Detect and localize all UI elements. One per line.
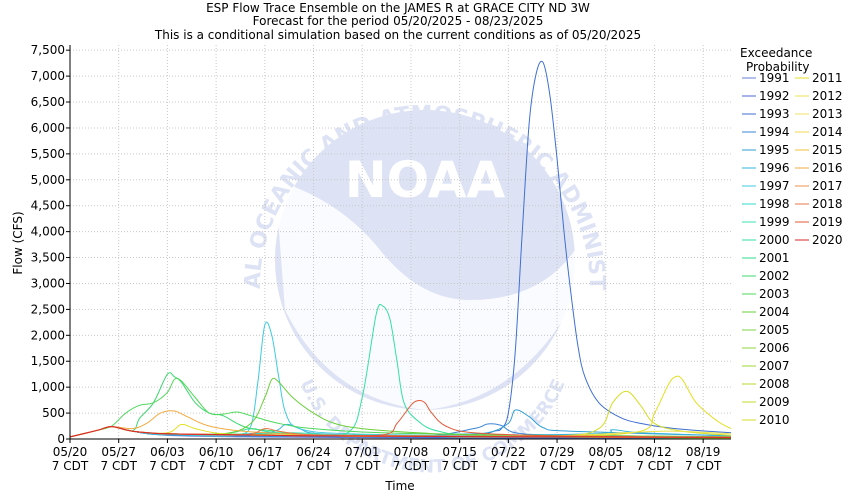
- legend-title-line2: Probability: [746, 60, 809, 74]
- legend-label-2005: 2005: [759, 323, 790, 337]
- legend-label-2000: 2000: [759, 233, 790, 247]
- legend-label-2004: 2004: [759, 305, 790, 319]
- y-tick-label: 2,000: [31, 328, 65, 342]
- legend-label-2007: 2007: [759, 359, 790, 373]
- y-tick-label: 5,000: [31, 173, 65, 187]
- chart-subtitle-conditions: This is a conditional simulation based o…: [154, 28, 641, 42]
- y-tick-label: 7,500: [31, 43, 65, 57]
- x-tick-label-date: 08/19: [686, 445, 721, 459]
- legend-label-2012: 2012: [812, 89, 843, 103]
- x-tick-label-time: 7 CDT: [490, 459, 527, 473]
- x-tick-label-time: 7 CDT: [247, 459, 284, 473]
- legend-label-2018: 2018: [812, 197, 843, 211]
- y-tick-label: 3,500: [31, 251, 65, 265]
- legend-label-2003: 2003: [759, 287, 790, 301]
- legend-label-2009: 2009: [759, 395, 790, 409]
- y-tick-label: 6,000: [31, 121, 65, 135]
- noaa-gull-shape: [275, 180, 575, 410]
- y-tick-label: 500: [42, 406, 65, 420]
- x-tick-label-date: 06/24: [296, 445, 331, 459]
- x-tick-label-date: 06/10: [199, 445, 234, 459]
- x-tick-label-time: 7 CDT: [441, 459, 478, 473]
- x-tick-label-time: 7 CDT: [539, 459, 576, 473]
- x-axis-title: Time: [384, 479, 414, 493]
- series-lines: [69, 60, 732, 439]
- legend-label-2002: 2002: [759, 269, 790, 283]
- legend-label-2017: 2017: [812, 179, 843, 193]
- y-axis-ticks: 0 500 1,000 1,500 2,000 2,500 3,000 3,500 4,000 4…: [31, 43, 70, 446]
- x-tick-label-date: 07/01: [345, 445, 380, 459]
- y-tick-label: 0: [57, 432, 65, 446]
- x-tick-label-time: 7 CDT: [344, 459, 381, 473]
- x-tick-label-time: 7 CDT: [295, 459, 332, 473]
- legend-label-1998: 1998: [759, 197, 790, 211]
- grid-lines: [69, 45, 731, 440]
- x-tick-label-time: 7 CDT: [101, 459, 138, 473]
- legend-label-2010: 2010: [759, 413, 790, 427]
- x-tick-label-date: 06/03: [150, 445, 185, 459]
- x-tick-label-date: 08/05: [588, 445, 623, 459]
- x-tick-label-date: 05/20: [53, 445, 88, 459]
- y-tick-label: 6,500: [31, 95, 65, 109]
- legend-label-1993: 1993: [759, 107, 790, 121]
- legend-label-2006: 2006: [759, 341, 790, 355]
- y-tick-label: 7,000: [31, 69, 65, 83]
- x-tick-label-date: 05/27: [101, 445, 136, 459]
- y-tick-label: 4,500: [31, 199, 65, 213]
- y-tick-label: 1,500: [31, 354, 65, 368]
- x-tick-label-time: 7 CDT: [198, 459, 235, 473]
- legend-label-1992: 1992: [759, 89, 790, 103]
- legend-label-1997: 1997: [759, 179, 790, 193]
- legend-label-2019: 2019: [812, 215, 843, 229]
- legend-label-1991: 1991: [759, 71, 790, 85]
- legend-label-2014: 2014: [812, 125, 843, 139]
- legend-label-2020: 2020: [812, 233, 843, 247]
- x-tick-label-date: 07/22: [491, 445, 526, 459]
- x-tick-label-time: 7 CDT: [393, 459, 430, 473]
- legend-title-line1: Exceedance: [740, 46, 812, 60]
- x-tick-label-time: 7 CDT: [52, 459, 89, 473]
- legend-label-2011: 2011: [812, 71, 843, 85]
- axes: [69, 45, 731, 440]
- legend-label-1996: 1996: [759, 161, 790, 175]
- legend-label-2016: 2016: [812, 161, 843, 175]
- y-tick-label: 2,500: [31, 302, 65, 316]
- y-tick-label: 1,000: [31, 380, 65, 394]
- x-tick-label-date: 06/17: [248, 445, 283, 459]
- x-tick-label-time: 7 CDT: [636, 459, 673, 473]
- x-tick-label-date: 07/08: [394, 445, 429, 459]
- chart-subtitle-period: Forecast for the period 05/20/2025 - 08/…: [253, 14, 544, 28]
- legend-label-2013: 2013: [812, 107, 843, 121]
- legend-label-2001: 2001: [759, 251, 790, 265]
- legend-label-2008: 2008: [759, 377, 790, 391]
- legend: Exceedance Probability 1991 1992 1993 1994 1…: [740, 46, 843, 427]
- y-tick-label: 3,000: [31, 276, 65, 290]
- y-axis-title: Flow (CFS): [11, 211, 25, 274]
- x-tick-label-time: 7 CDT: [588, 459, 625, 473]
- series-line-2020: [69, 426, 732, 438]
- x-tick-label-date: 08/12: [637, 445, 672, 459]
- chart-title: ESP Flow Trace Ensemble on the JAMES R a…: [206, 1, 590, 15]
- x-tick-label-time: 7 CDT: [685, 459, 722, 473]
- y-tick-label: 4,000: [31, 225, 65, 239]
- x-tick-label-time: 7 CDT: [149, 459, 186, 473]
- legend-label-1999: 1999: [759, 215, 790, 229]
- x-tick-label-date: 07/29: [540, 445, 575, 459]
- x-tick-label-date: 07/15: [442, 445, 477, 459]
- y-tick-label: 5,500: [31, 147, 65, 161]
- series-line-2003: [69, 377, 732, 438]
- legend-label-1995: 1995: [759, 143, 790, 157]
- legend-label-1994: 1994: [759, 125, 790, 139]
- legend-label-2015: 2015: [812, 143, 843, 157]
